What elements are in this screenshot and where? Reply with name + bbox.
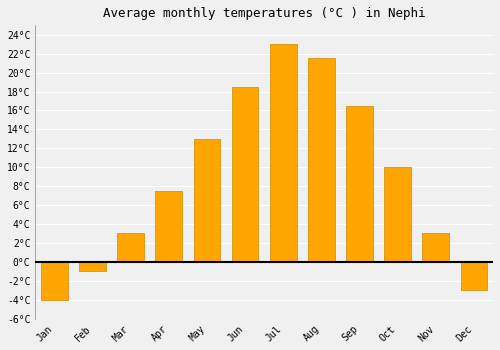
Bar — [460, 262, 487, 290]
Bar — [422, 233, 449, 262]
Bar — [118, 233, 144, 262]
Bar — [194, 139, 220, 262]
Bar — [346, 106, 373, 262]
Bar — [41, 262, 68, 300]
Bar — [384, 167, 411, 262]
Bar — [156, 191, 182, 262]
Bar — [232, 87, 258, 262]
Title: Average monthly temperatures (°C ) in Nephi: Average monthly temperatures (°C ) in Ne… — [103, 7, 426, 20]
Bar — [308, 58, 335, 262]
Bar — [270, 44, 296, 262]
Bar — [79, 262, 106, 271]
